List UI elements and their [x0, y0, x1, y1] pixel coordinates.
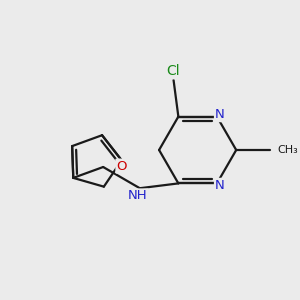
- Text: CH₃: CH₃: [278, 145, 298, 155]
- Text: N: N: [215, 179, 225, 192]
- Text: Cl: Cl: [167, 64, 180, 78]
- Text: N: N: [215, 108, 225, 121]
- Text: NH: NH: [128, 189, 148, 203]
- Text: O: O: [116, 160, 127, 172]
